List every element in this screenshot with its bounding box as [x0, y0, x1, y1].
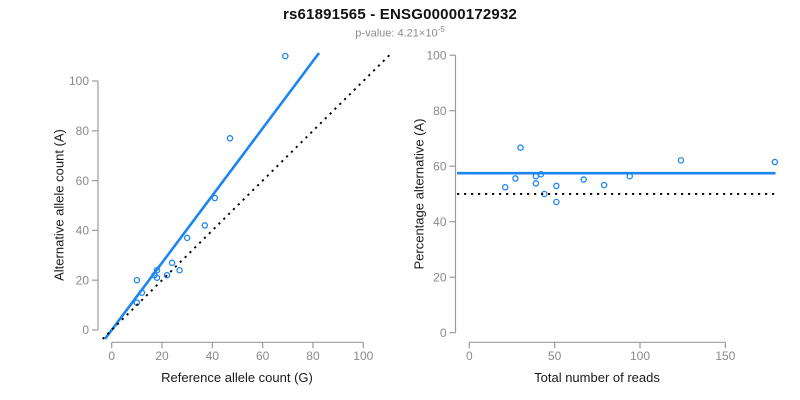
pvalue-exponent: -5	[437, 25, 445, 34]
data-point	[183, 234, 191, 242]
y-tick-label: 60	[76, 174, 90, 188]
x-tick-label: 80	[306, 349, 320, 363]
x-tick-label: 150	[715, 349, 735, 363]
y-tick-label: 80	[433, 104, 447, 118]
panel-percentage: 0 20 40 60 80 100 0 50 100 150	[426, 48, 779, 363]
y-tick-label: 40	[433, 215, 447, 229]
x-tick-label: 100	[630, 349, 650, 363]
right-xaxis-title: Total number of reads	[534, 370, 660, 385]
y-tick-label: 0	[440, 326, 447, 340]
data-point	[176, 266, 183, 274]
x-tick-label: 20	[155, 349, 169, 363]
y-tick-label: 20	[76, 273, 90, 287]
data-point	[282, 52, 289, 60]
plot-title: rs61891565 - ENSG00000172932	[282, 6, 518, 23]
data-point	[532, 180, 540, 187]
data-point	[553, 182, 560, 190]
data-point	[580, 176, 587, 183]
data-point	[517, 144, 524, 151]
data-point	[512, 175, 519, 182]
left-xaxis-title: Reference allele count (G)	[161, 370, 313, 385]
data-point	[600, 181, 608, 189]
panel-counts: 0 20 40 60 80 100 0 20 40 60 80 100	[69, 52, 391, 363]
y-tick-label: 40	[76, 224, 90, 238]
data-point	[677, 157, 685, 164]
x-tick-label: 0	[466, 349, 473, 363]
right-yaxis-title: Percentage alternative (A)	[411, 118, 427, 270]
y-tick-label: 60	[433, 159, 447, 173]
y-tick-label: 80	[76, 124, 90, 138]
data-point	[133, 276, 141, 284]
data-point	[553, 198, 560, 206]
x-tick-label: 50	[548, 349, 562, 363]
data-point	[226, 135, 234, 142]
y-tick-label: 100	[69, 74, 89, 88]
y-tick-label: 0	[82, 323, 89, 337]
data-point	[771, 158, 779, 166]
identity-line	[101, 54, 391, 340]
x-tick-label: 40	[206, 349, 220, 363]
x-tick-label: 100	[353, 349, 373, 363]
x-tick-label: 0	[108, 349, 115, 363]
y-tick-label: 20	[433, 270, 447, 284]
x-tick-label: 60	[256, 349, 270, 363]
data-point	[501, 184, 509, 191]
pvalue-text: p-value: 4.21×10	[355, 27, 438, 40]
data-point	[153, 274, 161, 281]
fit-line	[103, 52, 321, 340]
data-point	[163, 271, 171, 279]
y-tick-label: 100	[426, 48, 446, 62]
data-point	[201, 222, 209, 229]
plot-subtitle: p-value: 4.21×10-5	[0, 25, 800, 40]
data-point	[211, 194, 219, 202]
data-point	[168, 259, 176, 267]
left-yaxis-title: Alternative allele count (A)	[51, 129, 67, 281]
